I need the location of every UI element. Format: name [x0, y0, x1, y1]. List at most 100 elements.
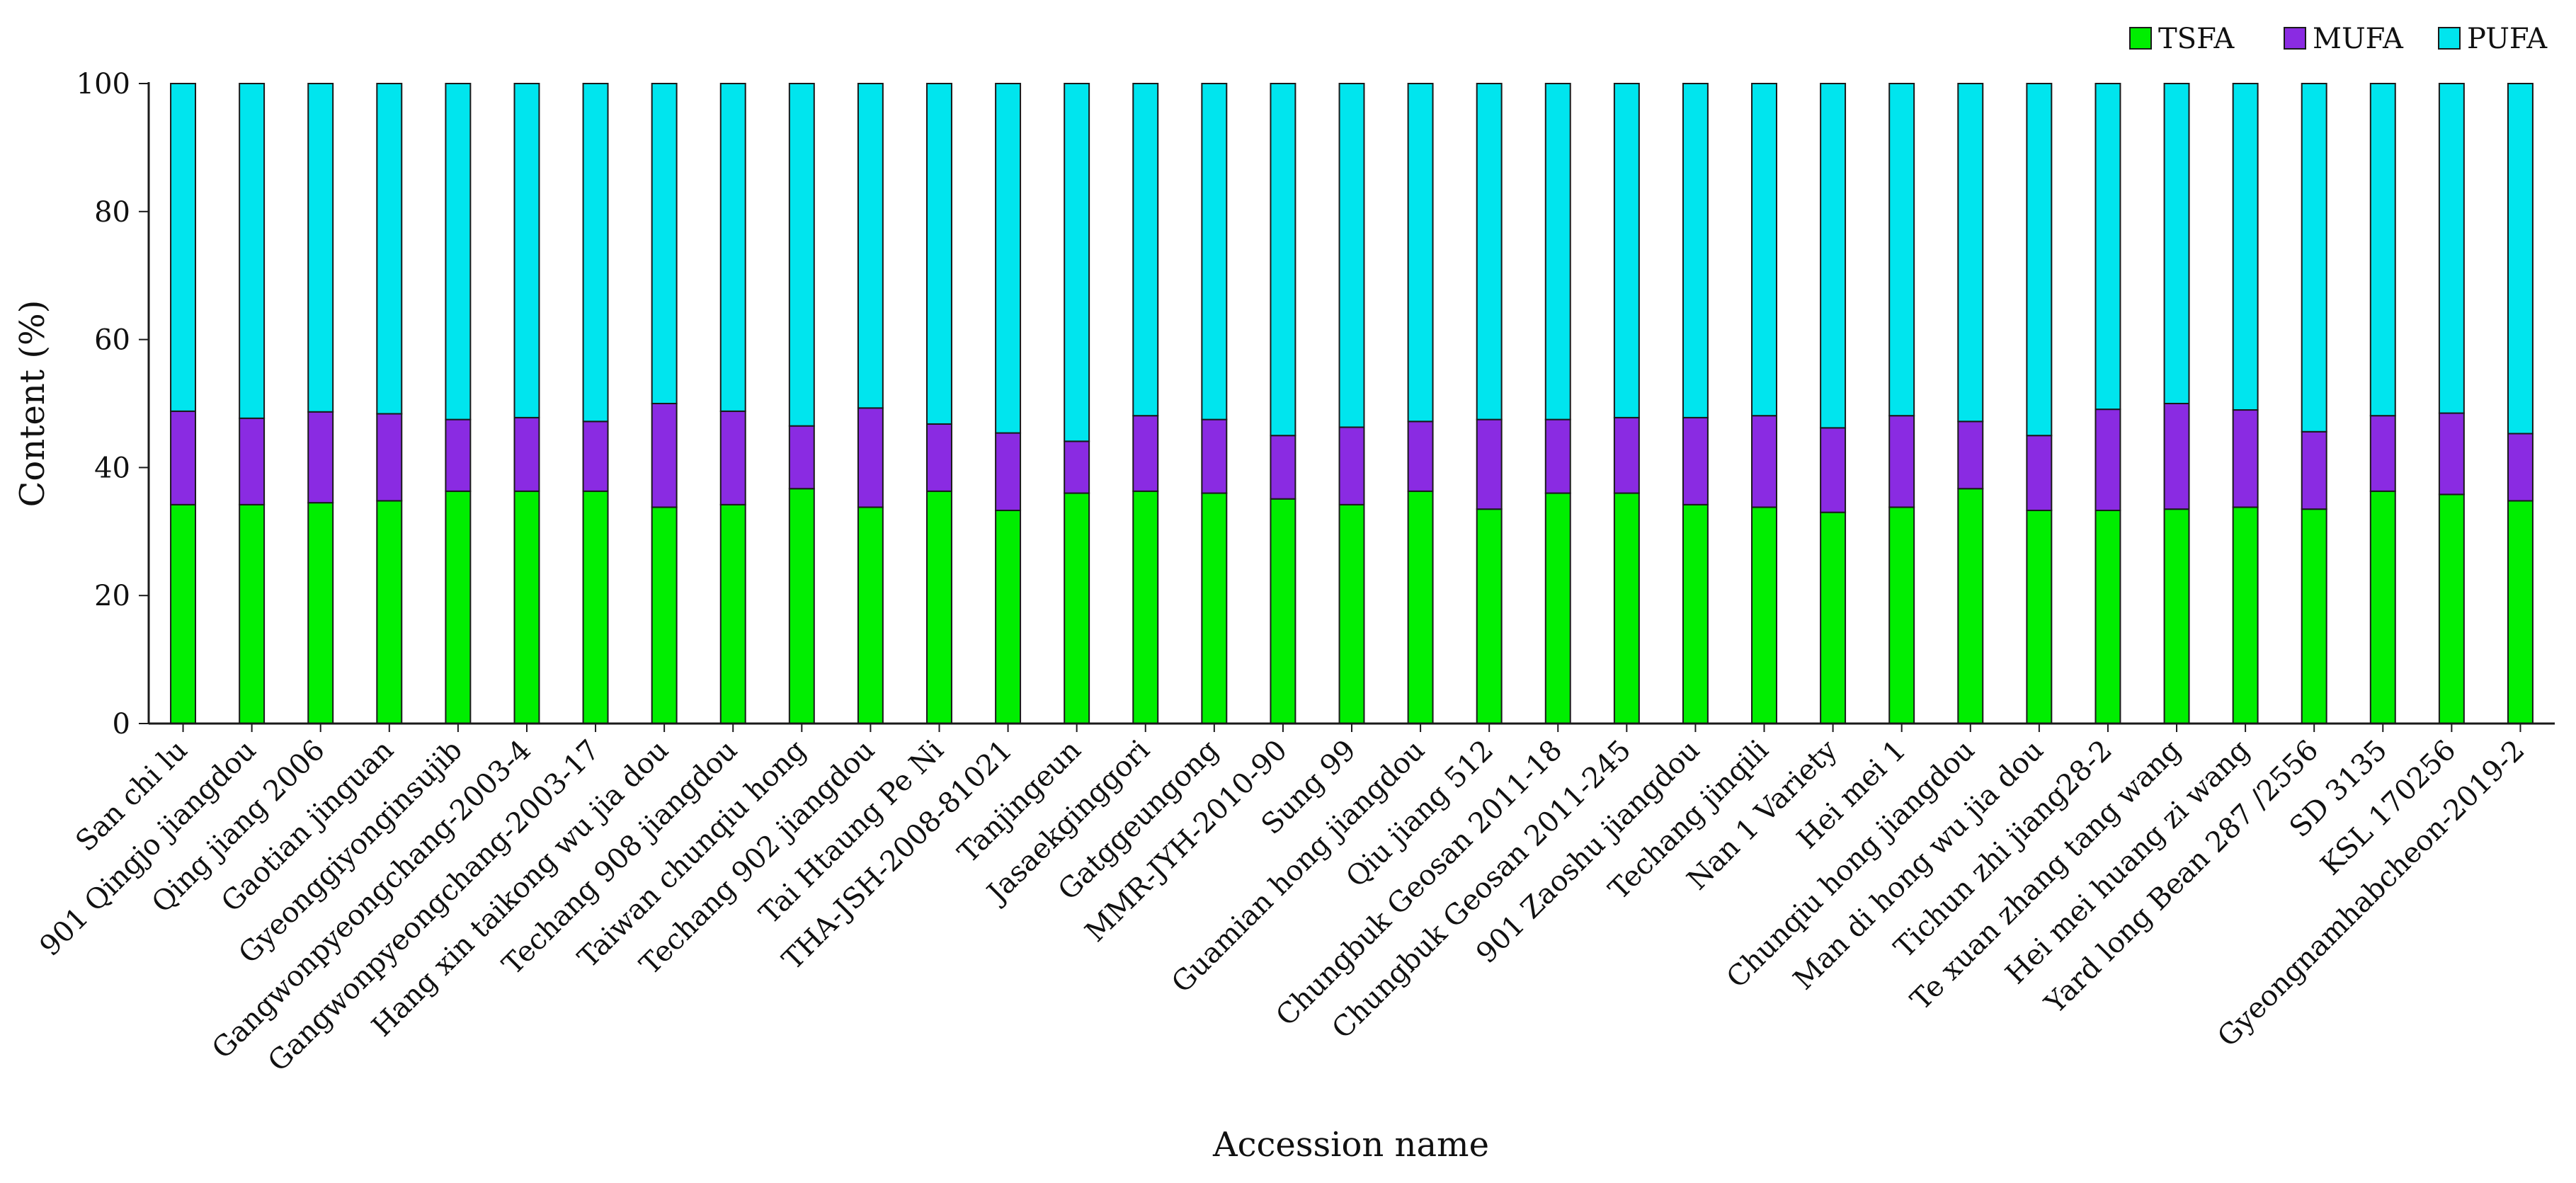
bar-mufa-33: [2369, 415, 2396, 492]
bar-mufa-27: [1957, 421, 1984, 490]
bar-mufa-19: [1407, 421, 1434, 492]
bar-mufa-25: [1820, 427, 1847, 513]
bar-pufa-3: [307, 83, 334, 413]
bar-mufa-32: [2301, 430, 2327, 510]
bar-pufa-26: [1888, 83, 1915, 417]
bar-tsfa-15: [1132, 490, 1159, 724]
bar-mufa-12: [926, 423, 952, 492]
bar-mufa-28: [2026, 435, 2053, 511]
bar-mufa-13: [995, 432, 1022, 511]
bar-tsfa-22: [1613, 492, 1640, 724]
bar-pufa-10: [788, 83, 815, 427]
bar-mufa-10: [788, 425, 815, 490]
bar-mufa-17: [1270, 435, 1296, 500]
bar-pufa-14: [1064, 83, 1090, 442]
bar-pufa-17: [1270, 83, 1296, 437]
legend-swatch-pufa: [2438, 27, 2461, 50]
bar-mufa-16: [1201, 418, 1228, 494]
bar-tsfa-16: [1201, 492, 1228, 724]
bar-mufa-14: [1064, 440, 1090, 494]
bar-tsfa-8: [651, 506, 678, 724]
bar-tsfa-13: [995, 509, 1022, 724]
legend: TSFA MUFA PUFA: [2129, 23, 2548, 55]
bar-pufa-35: [2507, 83, 2534, 435]
legend-swatch-tsfa: [2129, 27, 2152, 50]
bar-pufa-15: [1132, 83, 1159, 417]
bar-tsfa-6: [513, 490, 540, 724]
bar-mufa-4: [376, 413, 403, 502]
bar-tsfa-12: [926, 490, 952, 724]
bar-mufa-9: [719, 410, 746, 505]
bar-tsfa-28: [2026, 509, 2053, 724]
bar-pufa-29: [2095, 83, 2121, 411]
bar-tsfa-27: [1957, 488, 1984, 724]
bar-tsfa-4: [376, 500, 403, 724]
bar-tsfa-35: [2507, 500, 2534, 724]
bar-tsfa-29: [2095, 509, 2121, 724]
bar-pufa-31: [2232, 83, 2259, 411]
bar-tsfa-24: [1751, 506, 1777, 724]
y-tick-label: 100: [76, 68, 130, 101]
bar-pufa-20: [1476, 83, 1503, 421]
y-tick-label: 40: [94, 452, 130, 484]
bar-tsfa-19: [1407, 490, 1434, 724]
bar-tsfa-33: [2369, 490, 2396, 724]
bar-pufa-27: [1957, 83, 1984, 423]
bar-tsfa-20: [1476, 508, 1503, 724]
bar-pufa-33: [2369, 83, 2396, 417]
bar-mufa-8: [651, 403, 678, 508]
bar-mufa-6: [513, 416, 540, 492]
bar-mufa-11: [857, 407, 884, 508]
bar-tsfa-25: [1820, 511, 1847, 724]
bar-mufa-7: [582, 421, 609, 492]
bar-tsfa-31: [2232, 506, 2259, 724]
bar-tsfa-9: [719, 503, 746, 725]
bar-tsfa-14: [1064, 492, 1090, 724]
bar-mufa-21: [1544, 418, 1571, 494]
bar-mufa-15: [1132, 415, 1159, 492]
legend-swatch-mufa: [2284, 27, 2306, 50]
bar-pufa-9: [719, 83, 746, 412]
bar-tsfa-1: [170, 503, 197, 725]
bar-pufa-5: [445, 83, 472, 421]
y-tick-label: 80: [94, 196, 130, 229]
bar-pufa-12: [926, 83, 952, 425]
bar-tsfa-11: [857, 506, 884, 724]
y-axis-title: Content (%): [13, 300, 52, 508]
bar-mufa-18: [1338, 426, 1365, 505]
bar-pufa-8: [651, 83, 678, 404]
bar-mufa-31: [2232, 409, 2259, 508]
bar-tsfa-17: [1270, 498, 1296, 724]
bar-pufa-11: [857, 83, 884, 409]
bar-mufa-35: [2507, 433, 2534, 502]
bar-pufa-23: [1682, 83, 1709, 418]
bar-tsfa-18: [1338, 503, 1365, 725]
bar-pufa-16: [1201, 83, 1228, 421]
bar-mufa-29: [2095, 408, 2121, 511]
bar-pufa-32: [2301, 83, 2327, 433]
legend-label-tsfa: TSFA: [2158, 23, 2235, 55]
bar-mufa-30: [2163, 403, 2190, 510]
bar-pufa-2: [239, 83, 266, 419]
bar-mufa-20: [1476, 418, 1503, 510]
bar-tsfa-26: [1888, 506, 1915, 724]
bar-pufa-22: [1613, 83, 1640, 418]
bar-mufa-34: [2438, 412, 2465, 496]
bar-mufa-26: [1888, 415, 1915, 508]
bar-tsfa-5: [445, 490, 472, 724]
bar-tsfa-32: [2301, 508, 2327, 724]
x-axis-title: Accession name: [1212, 1125, 1489, 1165]
y-tick-label: 0: [113, 708, 130, 741]
bar-pufa-25: [1820, 83, 1847, 429]
bar-pufa-4: [376, 83, 403, 415]
bar-pufa-34: [2438, 83, 2465, 414]
bar-tsfa-21: [1544, 492, 1571, 724]
bar-pufa-21: [1544, 83, 1571, 421]
y-tick-label: 20: [94, 580, 130, 612]
bar-tsfa-23: [1682, 503, 1709, 725]
bar-tsfa-34: [2438, 493, 2465, 724]
bar-tsfa-30: [2163, 508, 2190, 724]
y-tick-label: 60: [94, 324, 130, 357]
bar-pufa-28: [2026, 83, 2053, 437]
bar-pufa-24: [1751, 83, 1777, 417]
